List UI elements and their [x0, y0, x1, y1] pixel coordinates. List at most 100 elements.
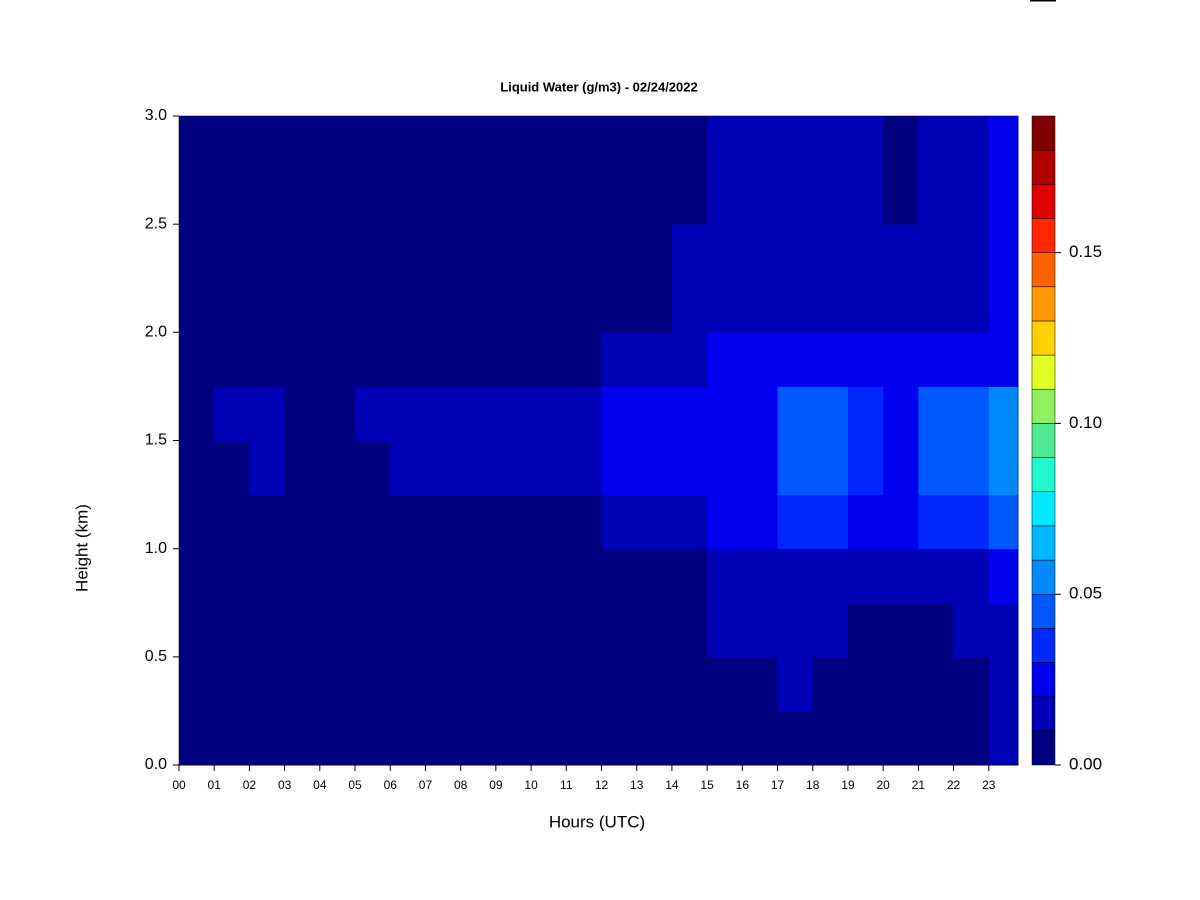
heat-cell	[390, 710, 426, 766]
x-axis-label: Hours (UTC)	[549, 812, 645, 831]
heat-cell	[883, 170, 919, 225]
colorbar-tick-label: 0.05	[1069, 584, 1102, 603]
heat-cell	[355, 170, 391, 225]
heat-cell	[883, 494, 919, 550]
heat-cell	[390, 602, 426, 658]
heat-cell	[847, 656, 884, 712]
heat-cell	[883, 278, 919, 333]
heat-cell	[707, 386, 743, 441]
heat-cell	[988, 224, 1019, 279]
heat-cell	[355, 224, 391, 279]
heat-cell	[284, 602, 321, 658]
heat-cell	[988, 386, 1019, 441]
heat-cell	[214, 656, 250, 712]
heat-cell	[355, 386, 391, 441]
heat-cell	[777, 440, 814, 496]
heat-cell	[284, 386, 321, 441]
heat-cell	[460, 494, 497, 550]
heat-cell	[847, 224, 884, 279]
heat-cell	[847, 710, 884, 766]
x-tick-label: 04	[313, 778, 327, 792]
heat-cell	[179, 602, 215, 658]
heat-cell	[636, 494, 673, 550]
heat-cell	[988, 656, 1019, 712]
heat-cell	[531, 224, 567, 279]
heat-cell	[284, 278, 321, 333]
heat-cell	[953, 710, 990, 766]
heat-cell	[707, 116, 743, 171]
heat-cell	[214, 224, 250, 279]
heat-cell	[495, 116, 532, 171]
heat-cell	[214, 116, 250, 171]
x-tick-label: 17	[771, 778, 785, 792]
heat-cell	[460, 116, 497, 171]
x-tick-label: 12	[595, 778, 609, 792]
heat-cell	[636, 224, 673, 279]
heat-cell	[918, 170, 955, 225]
heat-cell	[425, 710, 462, 766]
heat-cell	[214, 440, 250, 496]
x-tick-label: 10	[524, 778, 538, 792]
heat-cell	[671, 602, 708, 658]
heat-cell	[425, 602, 462, 658]
heat-cell	[883, 386, 919, 441]
heat-cell	[390, 116, 426, 171]
heat-cell	[460, 440, 497, 496]
heat-cell	[566, 602, 602, 658]
heat-cell	[777, 494, 814, 550]
heat-cell	[601, 116, 638, 171]
x-tick-label: 14	[665, 778, 679, 792]
heat-cell	[355, 602, 391, 658]
heat-cell	[918, 710, 955, 766]
heat-cell	[671, 440, 708, 496]
x-tick-label: 08	[454, 778, 468, 792]
x-tick-label: 05	[348, 778, 362, 792]
x-tick-label: 02	[243, 778, 257, 792]
heat-cell	[883, 116, 919, 171]
colorbar-box	[1031, 559, 1056, 595]
heat-cell	[566, 548, 602, 604]
heat-cell	[847, 494, 884, 550]
heat-cell	[460, 386, 497, 441]
heat-cell	[319, 440, 356, 496]
heat-cell	[531, 602, 567, 658]
heat-cell	[566, 332, 602, 387]
heat-cell	[566, 278, 602, 333]
heat-cell	[355, 548, 391, 604]
heat-cell	[249, 710, 286, 766]
heat-cell	[847, 386, 884, 441]
heat-cell	[601, 170, 638, 225]
heat-cell	[742, 602, 779, 658]
heat-cell	[847, 332, 884, 387]
x-tick-label: 00	[172, 778, 186, 792]
heat-cell	[425, 170, 462, 225]
heat-cell	[742, 710, 779, 766]
heat-cell	[531, 656, 567, 712]
colorbar-box	[1031, 593, 1056, 629]
heat-cell	[214, 332, 250, 387]
heat-cell	[847, 548, 884, 604]
heat-cell	[812, 332, 849, 387]
heat-cell	[812, 440, 849, 496]
x-tick-label: 03	[278, 778, 292, 792]
heat-cell	[249, 656, 286, 712]
heat-cell	[460, 548, 497, 604]
heat-cell	[319, 602, 356, 658]
corner-mark	[1030, 0, 1056, 2]
heat-cell	[355, 656, 391, 712]
heat-cell	[707, 548, 743, 604]
heat-cell	[777, 602, 814, 658]
heat-cell	[179, 548, 215, 604]
heat-cell	[214, 548, 250, 604]
x-tick-label: 21	[912, 778, 926, 792]
heat-cell	[988, 116, 1019, 171]
heat-cell	[812, 386, 849, 441]
x-tick-label: 06	[384, 778, 398, 792]
heat-cell	[671, 170, 708, 225]
heat-cell	[566, 656, 602, 712]
heat-cell	[707, 170, 743, 225]
colorbar-box	[1031, 525, 1056, 561]
colorbar-tick-label: 0.10	[1069, 413, 1102, 432]
x-tick-label: 16	[736, 778, 750, 792]
heat-cell	[390, 548, 426, 604]
